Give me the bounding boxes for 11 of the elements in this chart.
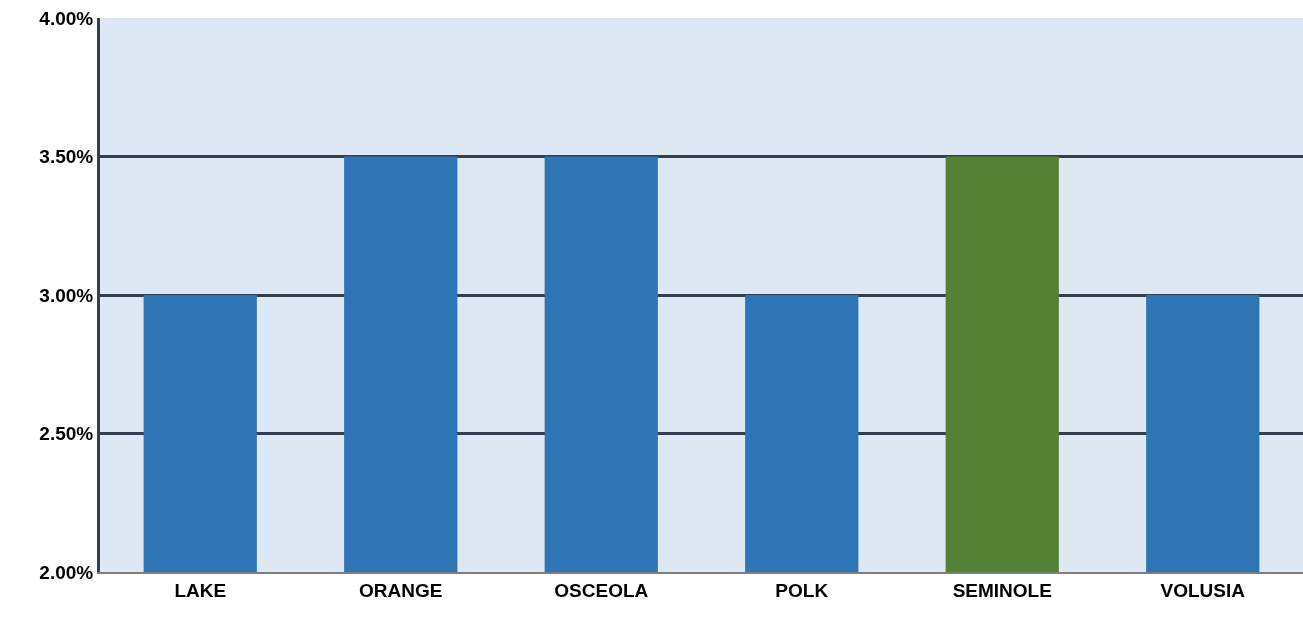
y-tick-label: 3.00% (39, 284, 94, 306)
y-tick-label: 2.00% (39, 561, 94, 583)
x-tick-label: LAKE (174, 579, 227, 601)
x-tick-label: OSCEOLA (554, 579, 649, 601)
y-tick-label: 2.50% (39, 423, 94, 445)
x-tick-label: POLK (775, 579, 829, 601)
x-tick-label: VOLUSIA (1160, 579, 1246, 601)
x-tick-label: ORANGE (359, 579, 443, 601)
y-tick-label: 4.00% (39, 7, 94, 29)
y-tick-label: 3.50% (39, 146, 94, 168)
x-tick-label: SEMINOLE (952, 579, 1052, 601)
